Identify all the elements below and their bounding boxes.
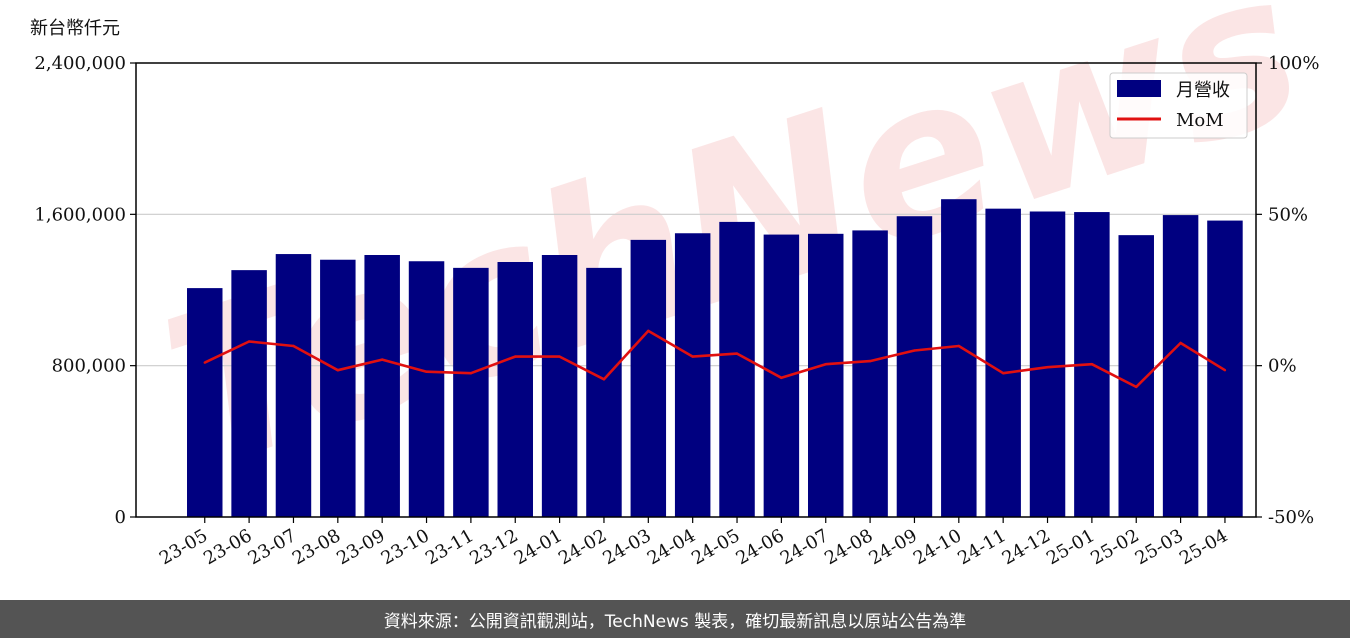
mom-point-23-05 — [203, 361, 206, 364]
mom-point-23-08 — [336, 369, 340, 372]
right-tick-label: 50% — [1268, 204, 1308, 225]
bar-23-10 — [408, 261, 445, 517]
x-tick-label-23-12: 23-12 — [466, 525, 521, 569]
x-tick-label-24-10: 24-10 — [910, 525, 965, 569]
mom-line — [204, 329, 1226, 389]
x-tick-label-23-05: 23-05 — [156, 525, 211, 569]
x-tick-label-25-01: 25-01 — [1043, 525, 1098, 569]
x-tick-label-24-01: 24-01 — [511, 525, 566, 569]
bar-23-06 — [231, 270, 267, 517]
left-tick-label: 1,600,000 — [34, 204, 126, 225]
bar-24-09 — [896, 216, 933, 517]
x-tick-label-25-04: 25-04 — [1176, 525, 1231, 569]
mom-point-23-10 — [425, 370, 428, 373]
x-tick-label-24-07: 24-07 — [777, 525, 832, 569]
mom-point-24-06 — [780, 376, 783, 379]
bar-23-07 — [275, 254, 312, 517]
right-tick-label: 0% — [1268, 356, 1297, 377]
mom-point-24-11 — [1001, 372, 1005, 375]
bar-25-03 — [1162, 215, 1199, 517]
bar-series — [187, 199, 1243, 518]
legend: 月營收 MoM — [1109, 72, 1248, 139]
bar-24-04 — [674, 233, 711, 517]
mom-point-23-07 — [292, 344, 295, 348]
left-tick-label: 0 — [115, 507, 126, 528]
mom-point-24-10 — [957, 344, 961, 348]
mom-point-25-02 — [1135, 385, 1138, 389]
x-tick-label-23-11: 23-11 — [422, 525, 477, 569]
mom-point-25-04 — [1223, 369, 1227, 372]
y-axis-unit-label: 新台幣仟元 — [30, 18, 120, 39]
bar-23-11 — [453, 267, 489, 517]
x-tick-label-24-08: 24-08 — [821, 525, 876, 569]
mom-point-24-05 — [735, 352, 739, 355]
mom-line-series — [203, 329, 1227, 389]
bar-24-07 — [808, 233, 844, 517]
mom-point-24-07 — [824, 362, 827, 366]
x-tick-label-24-09: 24-09 — [866, 525, 921, 569]
mom-point-23-09 — [380, 358, 384, 361]
x-tick-label-23-09: 23-09 — [333, 525, 388, 569]
mom-point-24-01 — [558, 355, 561, 358]
bar-24-03 — [630, 239, 667, 517]
x-tick-label-23-06: 23-06 — [200, 525, 255, 569]
mom-point-24-04 — [691, 355, 694, 358]
x-tick-label-24-05: 24-05 — [688, 525, 743, 569]
left-tick-label: 2,400,000 — [34, 53, 126, 74]
plot-frame — [135, 62, 1257, 518]
x-tick-label-23-08: 23-08 — [289, 525, 344, 569]
mom-point-24-09 — [913, 349, 916, 352]
bar-24-05 — [719, 221, 755, 517]
right-axis-ticks: -50% 0% 50% 100% — [1256, 53, 1319, 528]
bar-23-08 — [320, 259, 356, 517]
bar-24-02 — [586, 267, 622, 517]
legend-label-mom: MoM — [1176, 110, 1224, 131]
mom-point-25-03 — [1179, 341, 1182, 345]
x-tick-label-23-07: 23-07 — [245, 525, 300, 569]
right-tick-label: -50% — [1268, 507, 1314, 528]
x-axis-ticks: 23-0523-0623-0723-0823-0923-1023-1123-12… — [156, 517, 1231, 569]
mom-point-23-11 — [469, 372, 473, 375]
bar-24-06 — [763, 234, 800, 518]
mom-point-24-02 — [602, 378, 606, 381]
x-tick-label-24-04: 24-04 — [644, 525, 699, 569]
bar-23-05 — [187, 288, 223, 517]
x-tick-label-25-02: 25-02 — [1087, 525, 1142, 569]
right-tick-label: 100% — [1268, 53, 1319, 74]
x-tick-label-24-12: 24-12 — [999, 525, 1054, 569]
bar-23-12 — [497, 262, 533, 517]
x-tick-label-24-02: 24-02 — [555, 525, 610, 569]
x-tick-label-24-11: 24-11 — [954, 525, 1009, 569]
mom-point-23-06 — [247, 340, 251, 343]
bar-24-10 — [941, 199, 977, 517]
bar-24-08 — [852, 230, 888, 517]
mom-point-24-03 — [647, 329, 650, 333]
mom-point-25-01 — [1090, 362, 1094, 366]
x-tick-label-23-10: 23-10 — [378, 525, 433, 569]
footer-source-note: 資料來源：公開資訊觀測站，TechNews 製表，確切最新訊息以原站公告為準 — [0, 600, 1350, 638]
bar-24-01 — [541, 255, 578, 518]
mom-point-23-12 — [514, 355, 517, 358]
bar-23-09 — [364, 255, 400, 518]
mom-point-24-08 — [868, 359, 872, 363]
mom-point-24-12 — [1046, 365, 1049, 369]
legend-bar-swatch — [1117, 80, 1161, 97]
legend-label-revenue: 月營收 — [1176, 80, 1230, 101]
bar-24-11 — [985, 208, 1021, 518]
x-tick-label-24-06: 24-06 — [732, 525, 787, 569]
left-axis-ticks: 0 800,000 1,600,000 2,400,000 — [34, 53, 136, 528]
bar-24-12 — [1029, 211, 1066, 517]
x-tick-label-24-03: 24-03 — [599, 525, 654, 569]
left-tick-label: 800,000 — [52, 356, 126, 377]
x-tick-label-25-03: 25-03 — [1132, 525, 1187, 569]
